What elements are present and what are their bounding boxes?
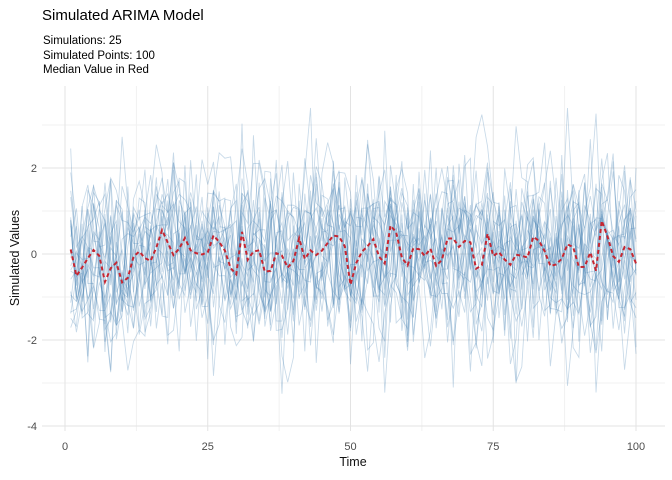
x-axis-title: Time: [339, 455, 367, 469]
svg-text:2: 2: [31, 163, 37, 175]
subtitle-line-simulations: Simulations: 25: [43, 35, 122, 47]
plot-subtitle: Simulations: 25 Simulated Points: 100 Me…: [43, 34, 155, 78]
svg-text:-2: -2: [27, 335, 37, 347]
svg-text:75: 75: [487, 441, 499, 453]
y-axis-title: Simulated Values: [8, 209, 22, 307]
svg-text:0: 0: [62, 441, 68, 453]
plot-title: Simulated ARIMA Model: [42, 7, 204, 24]
median-line: [69, 220, 637, 286]
subtitle-line-median: Median Value in Red: [43, 64, 149, 76]
svg-text:-4: -4: [27, 421, 37, 433]
svg-text:50: 50: [344, 441, 356, 453]
grid-major-lines: [42, 86, 665, 431]
subtitle-line-points: Simulated Points: 100: [43, 49, 155, 62]
svg-text:100: 100: [627, 441, 645, 453]
svg-text:0: 0: [31, 249, 37, 261]
axis-tick-labels: 0 25 50 75 100 2 0 -2 -4: [27, 163, 645, 453]
svg-text:25: 25: [202, 441, 214, 453]
simulation-lines: [70, 107, 637, 394]
grid-minor-lines: [42, 86, 665, 431]
